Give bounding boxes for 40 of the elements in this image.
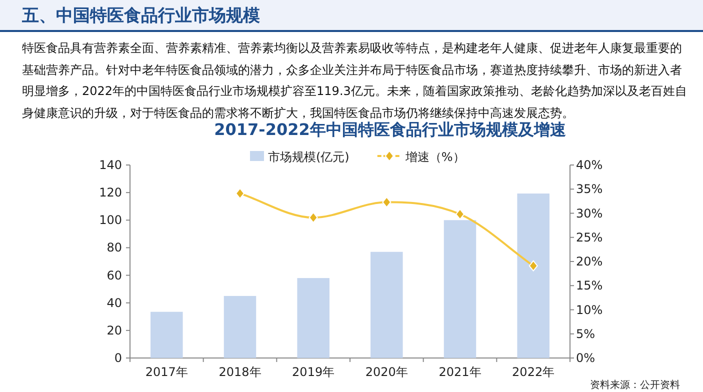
y2-tick-label: 35% [576, 182, 603, 196]
x-tick-label: 2022年 [512, 365, 555, 379]
y-tick-label: 40 [106, 296, 122, 310]
bar [150, 312, 183, 358]
y2-tick-label: 40% [576, 158, 603, 172]
y2-tick-label: 0% [576, 351, 596, 365]
y2-tick-label: 15% [576, 278, 603, 293]
y2-tick-label: 10% [576, 302, 603, 317]
y2-tick-label: 5% [576, 326, 596, 341]
x-tick-label: 2021年 [438, 365, 482, 379]
y-tick-label: 140 [99, 158, 122, 172]
point [528, 260, 538, 272]
point [236, 188, 244, 199]
point [456, 208, 464, 220]
y2-tick-label: 25% [576, 230, 603, 244]
x-tick-label: 2017年 [145, 365, 188, 379]
text: 五、中国特医食品行业市场规模 [22, 5, 260, 27]
legend-label: 增速（%） [404, 150, 465, 164]
bar [517, 194, 550, 358]
text: 资料来源：公开资料 [590, 379, 680, 391]
y2-tick-label: 20% [576, 254, 603, 268]
bar [297, 278, 330, 358]
text: 特医食品具有营养素全面、营养素精准、营养素均衡以及营养素易吸收等特点，是构建老年人健康、促进老年人康复最重要的基础营养产品。针对中老年特医食品领域的潜力，众多企业关注并布局于特医食品市场，赛道热度持续攀升、市场的新进入者明显增多，2022年的中国特医食品行业市场规模扩容至119.3亿元。未来，随着国家政策推动、老龄化趋势加深以及老百姓自身健康意识的升级，对于特医食品的需求将不断扩大，我国特医食品市场仍将继续保持中高速发展态势。 [22, 41, 687, 120]
bar [444, 220, 476, 358]
y-tick-label: 80 [106, 240, 122, 255]
y-tick-label: 100 [99, 213, 122, 228]
chart-title: 2017-2022年中国特医食品行业市场规模及增速 [214, 120, 567, 139]
point [382, 196, 392, 208]
y2-tick-label: 30% [576, 206, 603, 220]
legend-label: 市场规模(亿元) [268, 150, 350, 164]
y-tick-label: 20 [106, 323, 122, 338]
point [308, 212, 318, 224]
x-tick-label: 2018年 [218, 365, 262, 379]
bar [370, 252, 403, 358]
bar [224, 296, 256, 358]
y-tick-label: 0 [114, 351, 122, 365]
y-tick-label: 120 [99, 186, 122, 200]
x-tick-label: 2020年 [365, 365, 408, 379]
y-tick-label: 60 [106, 268, 122, 282]
x-tick-label: 2019年 [292, 365, 335, 379]
